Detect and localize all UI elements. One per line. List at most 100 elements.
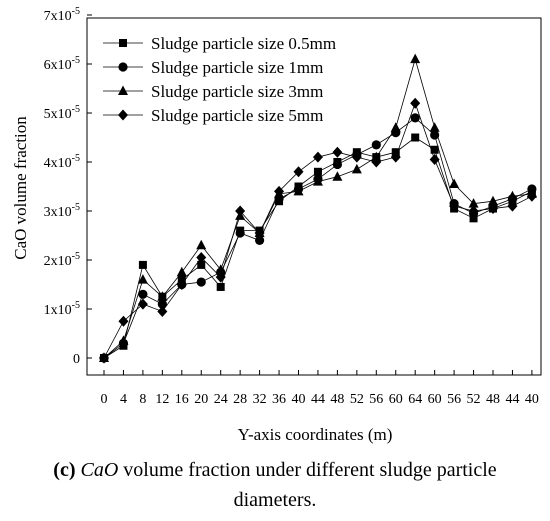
x-tick-label: 64 [408,392,422,407]
marker-diamond [312,151,323,163]
marker-triangle [371,151,382,162]
marker-triangle [390,122,401,132]
marker-triangle [488,195,498,206]
marker-triangle [449,178,460,189]
series-line [103,57,532,359]
x-tick-label: 28 [233,392,247,407]
x-tick-label: 40 [292,392,306,407]
marker-diamond [254,227,265,239]
marker-diamond [468,205,479,217]
marker-triangle [157,291,168,301]
legend-item: Sludge particle size 1mm [103,58,323,77]
y-tick-label: 7x10-5 [44,6,80,24]
x-tick-label: 0 [101,392,108,407]
marker-triangle [137,274,148,284]
marker-circle [255,235,265,245]
x-tick-label: 52 [467,392,481,407]
x-tick-label: 12 [155,392,169,407]
legend-label: Sludge particle size 3mm [151,82,323,101]
marker-diamond [429,154,440,166]
marker-square [469,214,478,223]
marker-diamond [118,315,129,327]
marker-square [197,260,206,269]
marker-triangle [312,176,323,186]
marker-diamond [215,271,226,283]
marker-diamond [99,352,109,364]
marker-circle [235,228,245,238]
marker-triangle [118,335,129,345]
marker-circle [138,289,148,299]
plot-frame [86,17,542,376]
marker-diamond [351,151,362,163]
x-tick-label: 48 [330,392,344,407]
marker-diamond [371,156,382,168]
marker-circle [196,277,206,287]
chart-legend: Sludge particle size 0.5mm Sludge particl… [103,34,336,125]
marker-diamond [332,146,343,158]
marker-circle [118,62,128,72]
y-tick-label: 0 [73,352,80,367]
y-tick-label: 6x10-5 [44,55,80,73]
y-tick-label: 5x10-5 [44,104,80,122]
figure-caption: (c) CaO volume fraction under different … [0,455,550,515]
marker-triangle [332,171,343,181]
x-tick-label: 56 [369,392,383,407]
x-tick-label: 16 [175,392,189,407]
x-axis-label: Y-axis coordinates (m) [238,425,393,444]
marker-square [411,133,420,142]
legend-label: Sludge particle size 5mm [151,106,323,125]
marker-triangle [293,185,304,196]
series-square [100,133,536,362]
series-diamond [99,97,537,364]
y-tick-label: 2x10-5 [44,251,80,269]
x-tick-label: 8 [139,392,146,407]
chart-axes: 0 1x10-5 2x10-5 3x10-5 4x10-5 5x10-5 6x10-5 7x1… [44,6,542,407]
caption-panel-label: (c) [53,459,76,481]
marker-triangle [176,266,187,277]
legend-label: Sludge particle size 1mm [151,58,323,77]
x-tick-label: 36 [272,392,286,407]
marker-diamond [274,185,285,197]
x-tick-label: 32 [253,392,267,407]
marker-diamond [118,109,128,121]
x-tick-label: 20 [194,392,208,407]
x-tick-label: 44 [311,392,325,407]
marker-circle [410,113,420,123]
y-tick-label: 1x10-5 [44,300,80,318]
marker-square [138,260,147,269]
chart-series [99,53,537,364]
marker-triangle [118,85,128,95]
x-tick-label: 56 [447,392,461,407]
caption-species: CaO [80,459,119,481]
marker-triangle [507,190,518,201]
marker-diamond [137,298,148,310]
marker-square [119,39,127,47]
marker-square [313,167,322,176]
legend-item: Sludge particle size 5mm [103,106,323,125]
marker-triangle [351,163,362,174]
marker-circle [430,130,440,140]
chart: 0 1x10-5 2x10-5 3x10-5 4x10-5 5x10-5 6x10-5 7x1… [11,6,542,444]
legend-item: Sludge particle size 0.5mm [103,34,336,53]
marker-square [216,282,225,291]
marker-triangle [429,122,440,132]
marker-diamond [449,200,460,212]
legend-item: Sludge particle size 3mm [103,82,323,101]
x-tick-label: 48 [486,392,500,407]
marker-square [430,145,439,154]
y-tick-label: 3x10-5 [44,202,80,220]
x-tick-label: 60 [428,392,442,407]
marker-circle [157,299,167,309]
marker-diamond [176,279,187,290]
x-tick-label: 52 [350,392,364,407]
marker-triangle [215,264,226,274]
x-tick-label: 4 [120,392,127,407]
marker-triangle [410,53,421,64]
caption-line-1: (c) CaO volume fraction under different … [0,455,550,485]
marker-diamond [293,166,304,178]
caption-text: volume fraction under different sludge p… [123,459,497,481]
caption-line-2: diameters. [233,489,317,511]
marker-diamond [488,203,498,215]
y-tick-label: 4x10-5 [44,153,80,171]
marker-triangle [468,198,479,208]
